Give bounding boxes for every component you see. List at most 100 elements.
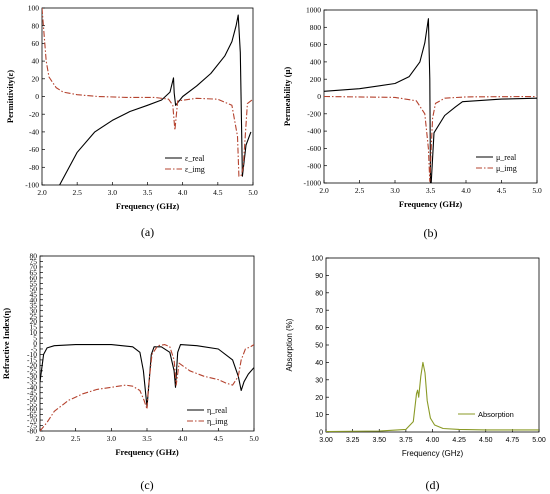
y-tick-label: -75 bbox=[27, 421, 37, 430]
y-tick-label: 25 bbox=[30, 312, 38, 321]
y-axis-label: Absorption (%) bbox=[285, 318, 294, 371]
y-tick-label: -20 bbox=[29, 110, 39, 119]
y-tick-label: 65 bbox=[30, 268, 38, 277]
legend-label-1: η_real bbox=[207, 406, 228, 415]
y-tick-label: -45 bbox=[27, 388, 37, 397]
y-tick-label: 60 bbox=[315, 325, 323, 332]
x-tick-label: 2.0 bbox=[37, 188, 47, 197]
y-tick-label: -30 bbox=[27, 372, 37, 381]
x-tick-label: 4.0 bbox=[461, 186, 471, 195]
series-line-1 bbox=[40, 344, 254, 408]
y-tick-label: 60 bbox=[32, 39, 40, 48]
panel-label: (c) bbox=[140, 478, 153, 492]
y-tick-label: 75 bbox=[30, 257, 38, 266]
series-line-1 bbox=[326, 361, 539, 432]
legend-label-2: ε_img bbox=[185, 165, 205, 174]
y-tick-label: -5 bbox=[31, 345, 37, 354]
chart-panel-1: 2.0 2.5 3.0 3.5 4.0 4.5 5.0 -100 -80 -60 -40 -20 0 20… bbox=[5, 4, 258, 239]
y-tick-label: -800 bbox=[307, 161, 321, 170]
y-axis-label: Permittivity(ε) bbox=[5, 70, 15, 123]
x-tick-label: 3.5 bbox=[142, 434, 152, 443]
legend-label-1: ε_real bbox=[185, 154, 205, 163]
y-tick-label: -1000 bbox=[304, 179, 322, 188]
y-tick-label: 35 bbox=[30, 301, 38, 310]
chart-panel-2: 2.0 2.5 3.0 3.5 4.0 4.5 5.0 -1000 -800 -600 -400 -2… bbox=[282, 6, 542, 240]
y-tick-label: 40 bbox=[30, 295, 38, 304]
x-tick-label: 2.0 bbox=[319, 186, 329, 195]
y-tick-label: 50 bbox=[30, 284, 38, 293]
y-tick-label: -15 bbox=[27, 356, 37, 365]
x-tick-label: 3.5 bbox=[426, 186, 436, 195]
y-tick-label: -60 bbox=[29, 145, 39, 154]
x-tick-label: 4.00 bbox=[426, 437, 440, 444]
y-tick-label: 30 bbox=[315, 377, 323, 384]
y-tick-label: 100 bbox=[311, 256, 323, 263]
legend-label-2: η_img bbox=[207, 417, 228, 426]
x-tick-label: 4.0 bbox=[178, 434, 188, 443]
y-tick-label: 800 bbox=[310, 23, 322, 32]
y-tick-label: -80 bbox=[29, 163, 39, 172]
x-tick-label: 4.5 bbox=[214, 434, 224, 443]
y-tick-label: -25 bbox=[27, 366, 37, 375]
y-tick-label: 40 bbox=[32, 57, 40, 66]
y-tick-label: 400 bbox=[310, 58, 322, 67]
y-tick-label: -10 bbox=[27, 350, 37, 359]
panel-label: (d) bbox=[426, 478, 440, 492]
x-tick-label: 5.00 bbox=[532, 437, 546, 444]
y-axis-label: Refractive Index(η) bbox=[1, 308, 11, 379]
series-line-2 bbox=[40, 344, 254, 431]
x-tick-label: 2.0 bbox=[35, 434, 45, 443]
x-tick-label: 5.0 bbox=[248, 188, 258, 197]
y-tick-label: 100 bbox=[28, 4, 40, 13]
y-tick-label: 10 bbox=[30, 328, 38, 337]
y-tick-label: -70 bbox=[27, 416, 37, 425]
x-tick-label: 4.0 bbox=[178, 188, 188, 197]
y-tick-label: 5 bbox=[33, 334, 37, 343]
y-tick-label: 20 bbox=[30, 317, 38, 326]
y-tick-label: 0 bbox=[35, 92, 39, 101]
y-tick-label: 20 bbox=[32, 74, 40, 83]
y-tick-label: -40 bbox=[27, 383, 37, 392]
y-tick-label: -60 bbox=[27, 405, 37, 414]
y-tick-label: -20 bbox=[27, 361, 37, 370]
x-tick-label: 3.00 bbox=[319, 437, 333, 444]
y-tick-label: 80 bbox=[315, 290, 323, 297]
y-tick-label: 20 bbox=[315, 395, 323, 402]
legend-label-1: μ_real bbox=[496, 153, 517, 162]
y-tick-label: -40 bbox=[29, 128, 39, 137]
x-tick-label: 4.5 bbox=[213, 188, 223, 197]
series-line-1 bbox=[59, 14, 252, 185]
x-tick-label: 3.0 bbox=[390, 186, 400, 195]
y-tick-label: 30 bbox=[30, 306, 38, 315]
x-tick-label: 3.75 bbox=[399, 437, 413, 444]
x-tick-label: 3.0 bbox=[108, 188, 118, 197]
x-tick-label: 2.5 bbox=[355, 186, 365, 195]
y-tick-label: 10 bbox=[315, 412, 323, 419]
y-tick-label: 1000 bbox=[306, 6, 321, 15]
y-tick-label: 0 bbox=[317, 92, 321, 101]
series-line-2 bbox=[42, 8, 253, 177]
y-tick-label: -600 bbox=[307, 144, 321, 153]
series-line-1 bbox=[324, 18, 537, 183]
legend-label-1: Absorption bbox=[478, 410, 514, 419]
y-tick-label: 200 bbox=[310, 75, 322, 84]
y-tick-label: 0 bbox=[319, 430, 323, 437]
chart-panel-4: 3.00 3.25 3.50 3.75 4.00 4.25 4.50 4.75 5.00 0 10 2… bbox=[285, 256, 546, 492]
x-tick-label: 3.5 bbox=[143, 188, 153, 197]
y-tick-label: -100 bbox=[25, 181, 39, 190]
x-tick-label: 3.0 bbox=[107, 434, 117, 443]
y-tick-label: 60 bbox=[30, 273, 38, 282]
x-axis-label: Frequency (GHz) bbox=[399, 199, 463, 209]
x-axis-label: Frequency (GHz) bbox=[115, 447, 179, 457]
y-tick-label: 50 bbox=[315, 343, 323, 350]
x-tick-label: 3.25 bbox=[346, 437, 360, 444]
y-tick-label: 55 bbox=[30, 279, 38, 288]
x-tick-label: 5.0 bbox=[532, 186, 542, 195]
y-tick-label: 70 bbox=[30, 263, 38, 272]
x-axis-label: Frequency (GHz) bbox=[116, 201, 180, 211]
x-tick-label: 4.5 bbox=[497, 186, 507, 195]
x-tick-label: 2.5 bbox=[71, 434, 81, 443]
x-tick-label: 4.25 bbox=[452, 437, 466, 444]
y-tick-label: 40 bbox=[315, 360, 323, 367]
